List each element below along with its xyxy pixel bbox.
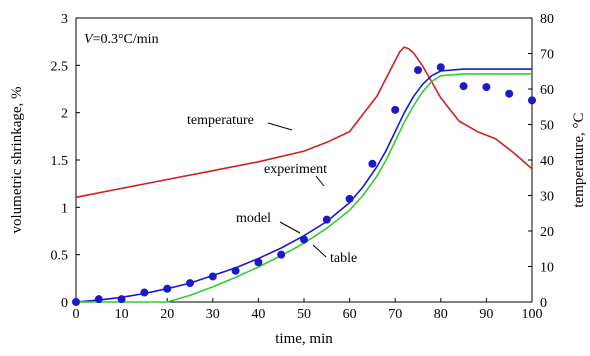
x-tick-label: 30: [206, 307, 220, 322]
y-right-tick-label: 60: [540, 83, 554, 98]
temperature-series-line: [75, 46, 533, 199]
y-right-tick-label: 70: [540, 48, 554, 63]
y-left-tick-label: 2.5: [51, 59, 69, 74]
experiment-data-point: [163, 284, 172, 293]
experiment-data-point: [345, 194, 354, 203]
x-tick-label: 100: [522, 307, 543, 322]
series-layer: [72, 46, 536, 306]
experiment-data-point: [528, 96, 536, 105]
experiment-data-point: [254, 258, 263, 267]
table-annotation: table: [330, 251, 357, 266]
y-left-tick-label: 2: [61, 107, 68, 122]
y-left-tick-label: 0: [61, 296, 68, 311]
y-right-tick-label: 30: [540, 190, 554, 205]
table-leader-line: [312, 244, 327, 258]
x-tick-label: 0: [73, 307, 80, 322]
y-right-tick-label: 80: [540, 12, 554, 27]
condition-label: V=0.3°C/min: [84, 32, 159, 47]
temperature-annotation: temperature: [187, 113, 254, 128]
y-right-tick-label: 10: [540, 261, 554, 276]
experiment-data-point: [391, 105, 400, 114]
experiment-data-point: [322, 215, 331, 224]
x-tick-label: 20: [160, 307, 174, 322]
experiment-data-point: [482, 83, 491, 92]
model-series-line: [75, 68, 532, 303]
y-right-ticks: 0 10 20 30 40 50 60 70 80: [528, 12, 554, 311]
experiment-data-point: [72, 298, 80, 306]
y-left-tick-label: 1: [61, 201, 68, 216]
x-tick-label: 90: [479, 307, 493, 322]
y-left-axis-title: volumetric shrinkage, %: [9, 86, 25, 233]
experiment-data-point: [208, 272, 217, 281]
experiment-annotation: experiment: [264, 162, 327, 177]
experiment-data-point: [186, 279, 194, 288]
x-tick-label: 50: [297, 307, 311, 322]
model-annotation: model: [236, 211, 271, 226]
experiment-data-point: [231, 266, 240, 275]
experiment-data-point: [436, 63, 445, 72]
x-tick-label: 80: [434, 307, 448, 322]
condition-var: V: [84, 32, 94, 47]
y-left-tick-label: 0.5: [51, 249, 69, 264]
x-tick-label: 70: [388, 307, 402, 322]
y-right-axis-title: temperature, °C: [571, 112, 587, 207]
y-left-tick-label: 3: [61, 12, 68, 27]
experiment-data-point: [505, 89, 514, 98]
experiment-data-point: [300, 235, 308, 244]
condition-value: =0.3°C/min: [93, 32, 159, 47]
temperature-leader-line: [267, 122, 293, 131]
y-left-tick-label: 1.5: [51, 154, 69, 169]
y-right-tick-label: 0: [540, 296, 547, 311]
x-ticks: 0 10 20 30 40 50 60 70 80 90 100: [73, 298, 543, 322]
model-leader-line: [279, 221, 301, 234]
y-right-tick-label: 20: [540, 225, 554, 240]
experiment-data-point: [117, 295, 126, 304]
table-series-line: [76, 73, 532, 303]
experiment-data-point: [414, 66, 422, 75]
x-axis-title: time, min: [275, 331, 333, 347]
x-tick-label: 10: [115, 307, 129, 322]
x-tick-label: 60: [343, 307, 357, 322]
experiment-data-point: [277, 250, 286, 259]
plot-frame: [75, 17, 533, 303]
experiment-leader-line: [315, 175, 325, 187]
experiment-data-point: [459, 82, 468, 91]
x-tick-label: 40: [251, 307, 265, 322]
y-right-tick-label: 50: [540, 119, 554, 134]
y-right-tick-label: 40: [540, 154, 554, 169]
y-left-ticks: 0 0.5 1 1.5 2 2.5 3: [51, 12, 80, 311]
experiment-data-point: [140, 288, 149, 297]
experiment-data-point: [94, 295, 103, 304]
experiment-data-point: [368, 159, 377, 168]
